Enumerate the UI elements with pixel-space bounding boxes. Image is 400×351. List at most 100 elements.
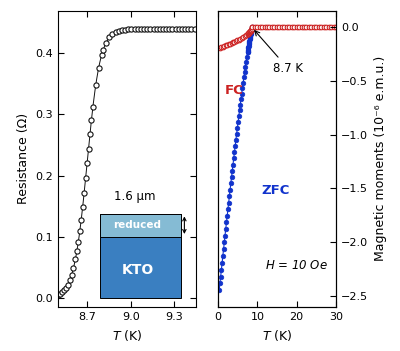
Point: [230, 40, 236, 45]
Point: [249, 25, 255, 30]
Point: [216, 287, 222, 293]
Point: [246, 37, 253, 42]
Point: [284, 24, 290, 29]
Point: [172, 26, 179, 32]
Point: [245, 45, 251, 51]
Point: [306, 24, 312, 29]
Point: [224, 213, 230, 219]
Point: [227, 187, 233, 193]
Y-axis label: Resistance (Ω): Resistance (Ω): [17, 113, 30, 204]
Point: [298, 24, 305, 29]
Point: [264, 24, 270, 29]
Point: [281, 24, 288, 29]
Point: [286, 24, 292, 29]
Point: [248, 30, 254, 35]
Point: [313, 24, 320, 29]
Point: [179, 26, 185, 32]
Point: [70, 265, 77, 271]
Point: [228, 40, 235, 46]
Point: [231, 149, 238, 155]
Text: KTO: KTO: [122, 264, 154, 277]
Point: [112, 29, 119, 35]
Point: [222, 42, 229, 48]
Point: [248, 31, 254, 37]
Point: [237, 102, 244, 107]
Point: [157, 26, 163, 32]
Point: [246, 38, 252, 44]
Point: [248, 27, 254, 32]
Point: [236, 113, 242, 119]
Point: [234, 125, 240, 131]
Point: [242, 33, 248, 39]
Point: [224, 42, 230, 48]
Y-axis label: Magnetic moments (10⁻⁶ e.m.u.): Magnetic moments (10⁻⁶ e.m.u.): [374, 56, 386, 261]
Point: [176, 26, 182, 32]
Point: [240, 34, 246, 40]
Point: [278, 24, 285, 29]
Point: [66, 278, 73, 283]
Point: [245, 31, 252, 36]
Point: [247, 28, 253, 34]
Point: [234, 131, 240, 137]
Point: [249, 24, 256, 29]
Point: [100, 47, 106, 53]
Point: [246, 41, 252, 47]
Point: [246, 29, 253, 35]
Point: [274, 24, 280, 29]
Point: [247, 33, 253, 39]
Point: [246, 30, 252, 35]
Point: [150, 26, 157, 32]
Point: [320, 24, 327, 29]
Text: $H$ = 10 Oe: $H$ = 10 Oe: [265, 259, 328, 272]
Point: [249, 24, 256, 29]
Point: [232, 143, 238, 149]
Point: [144, 26, 150, 32]
Point: [235, 119, 241, 125]
Point: [75, 239, 82, 245]
Point: [266, 24, 273, 29]
Point: [293, 24, 300, 29]
Point: [241, 69, 248, 75]
Point: [218, 267, 224, 272]
Point: [288, 24, 295, 29]
Point: [236, 37, 242, 42]
Point: [333, 24, 339, 29]
Point: [219, 260, 225, 266]
Point: [328, 24, 334, 29]
Point: [98, 52, 105, 58]
Point: [78, 217, 84, 223]
Point: [238, 35, 245, 41]
Point: [244, 49, 251, 55]
Point: [245, 47, 251, 52]
Point: [221, 43, 228, 49]
Point: [301, 24, 307, 29]
Point: [248, 27, 255, 33]
Point: [182, 26, 188, 32]
Point: [147, 26, 154, 32]
Point: [220, 253, 226, 259]
Point: [138, 26, 144, 32]
Point: [82, 176, 89, 181]
Text: ZFC: ZFC: [261, 184, 290, 197]
Point: [330, 24, 337, 29]
Point: [62, 285, 69, 291]
Point: [90, 105, 96, 110]
Point: [230, 162, 236, 167]
Point: [217, 45, 223, 51]
Point: [245, 31, 251, 37]
Point: [226, 193, 232, 199]
Point: [242, 64, 248, 70]
Point: [222, 233, 228, 239]
Point: [228, 181, 234, 186]
Point: [241, 74, 247, 80]
Point: [84, 161, 90, 166]
Point: [119, 27, 125, 33]
Point: [240, 80, 246, 85]
Point: [245, 43, 252, 48]
Point: [96, 65, 102, 71]
Point: [244, 54, 250, 60]
Point: [103, 40, 109, 45]
Point: [246, 35, 253, 41]
Point: [246, 39, 252, 45]
Point: [169, 26, 176, 32]
